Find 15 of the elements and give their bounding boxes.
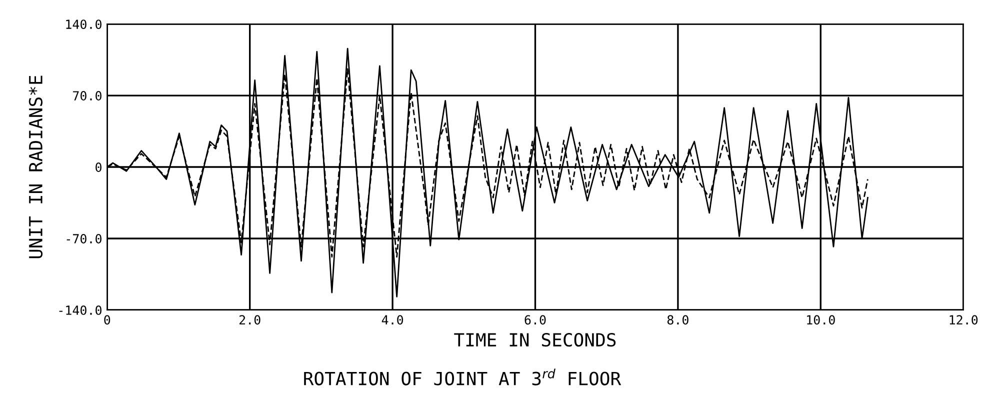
y-tick-label: -140.0	[59, 305, 102, 315]
x-tick-label: 0	[104, 315, 110, 325]
text: ROTATION OF JOINT AT 3$^{rd}$ FLOOR	[304, 368, 622, 386]
x-axis-title: TIME IN SECONDS	[454, 332, 616, 347]
x-tick-label: 4.0	[382, 315, 404, 325]
y-tick-label: 0	[96, 162, 102, 172]
x-tick-label: 10.0	[807, 315, 835, 325]
x-tick-label: 12.0	[950, 315, 978, 325]
y-tick-label: 70.0	[73, 91, 102, 100]
x-tick-label: 6.0	[524, 315, 546, 325]
y-axis-title: UNIT IN RADIANS*E	[28, 76, 43, 258]
y-tick-label: -70.0	[66, 234, 102, 244]
x-tick-label: 8.0	[667, 315, 688, 325]
x-tick-label: 2.0	[239, 315, 260, 325]
y-tick-label: 140.0	[66, 20, 102, 30]
